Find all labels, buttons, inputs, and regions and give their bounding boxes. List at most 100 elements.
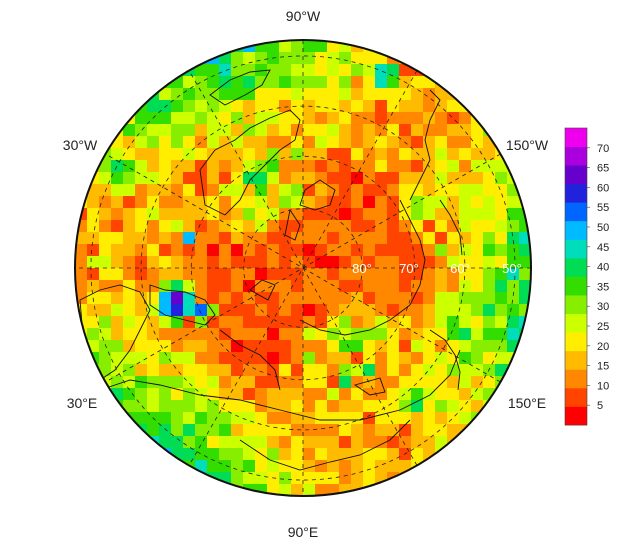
field-cell bbox=[411, 424, 424, 437]
field-cell bbox=[483, 64, 496, 77]
field-cell bbox=[423, 88, 436, 101]
field-cell bbox=[87, 76, 100, 89]
field-cell bbox=[75, 124, 88, 137]
field-cell bbox=[327, 196, 340, 209]
field-cell bbox=[411, 172, 424, 185]
field-cell bbox=[195, 376, 208, 389]
field-cell bbox=[339, 304, 352, 317]
field-cell bbox=[507, 376, 520, 389]
field-cell bbox=[243, 436, 256, 449]
field-cell bbox=[507, 448, 520, 461]
field-cell bbox=[255, 268, 268, 281]
colorbar-tick-label: 45 bbox=[597, 242, 609, 254]
field-cell bbox=[303, 40, 316, 53]
field-cell bbox=[351, 364, 364, 377]
field-cell bbox=[195, 112, 208, 125]
field-cell bbox=[75, 52, 88, 65]
field-cell bbox=[471, 292, 484, 305]
field-cell bbox=[459, 64, 472, 77]
field-cell bbox=[447, 304, 460, 317]
field-cell bbox=[111, 88, 124, 101]
field-cell bbox=[87, 436, 100, 449]
field-cell bbox=[351, 328, 364, 341]
field-cell bbox=[303, 424, 316, 437]
field-cell bbox=[87, 376, 100, 389]
field-cell bbox=[243, 64, 256, 77]
field-cell bbox=[183, 160, 196, 173]
field-cell bbox=[387, 124, 400, 137]
field-cell bbox=[123, 52, 136, 65]
field-cell bbox=[351, 448, 364, 461]
field-cell bbox=[399, 292, 412, 305]
field-cell bbox=[267, 184, 280, 197]
field-cell bbox=[279, 436, 292, 449]
field-cell bbox=[315, 460, 328, 473]
field-cell bbox=[339, 160, 352, 173]
field-cell bbox=[207, 112, 220, 125]
field-cell bbox=[147, 136, 160, 149]
field-cell bbox=[471, 196, 484, 209]
field-cell bbox=[231, 256, 244, 269]
field-cell bbox=[159, 52, 172, 65]
field-cell bbox=[495, 424, 508, 437]
field-cell bbox=[195, 64, 208, 77]
field-cell bbox=[507, 64, 520, 77]
field-cell bbox=[423, 328, 436, 341]
field-cell bbox=[219, 460, 232, 473]
field-cell bbox=[183, 388, 196, 401]
field-cell bbox=[435, 160, 448, 173]
field-cell bbox=[399, 172, 412, 185]
field-cell bbox=[363, 172, 376, 185]
field-cell bbox=[423, 256, 436, 269]
field-cell bbox=[375, 352, 388, 365]
field-cell bbox=[279, 292, 292, 305]
field-cell bbox=[519, 268, 531, 281]
field-cell bbox=[207, 376, 220, 389]
field-cell bbox=[519, 448, 531, 461]
field-cell bbox=[315, 136, 328, 149]
field-cell bbox=[435, 292, 448, 305]
field-cell bbox=[159, 268, 172, 281]
field-cell bbox=[183, 148, 196, 161]
field-cell bbox=[315, 52, 328, 65]
field-cell bbox=[207, 340, 220, 353]
field-cell bbox=[363, 88, 376, 101]
field-cell bbox=[183, 172, 196, 185]
field-cell bbox=[375, 364, 388, 377]
field-cell bbox=[279, 460, 292, 473]
field-cell bbox=[447, 148, 460, 161]
field-cell bbox=[207, 268, 220, 281]
field-cell bbox=[255, 472, 268, 485]
field-cell bbox=[495, 112, 508, 125]
field-cell bbox=[423, 484, 436, 496]
field-cell bbox=[483, 232, 496, 245]
field-cell bbox=[303, 484, 316, 496]
field-cell bbox=[459, 400, 472, 413]
field-cell bbox=[279, 244, 292, 257]
field-cell bbox=[75, 460, 88, 473]
field-cell bbox=[387, 256, 400, 269]
graticule bbox=[75, 40, 531, 496]
field-cell bbox=[267, 424, 280, 437]
field-cell bbox=[459, 208, 472, 221]
field-cell bbox=[279, 424, 292, 437]
field-cell bbox=[135, 484, 148, 496]
field-cell bbox=[99, 232, 112, 245]
field-cell bbox=[159, 196, 172, 209]
field-cell bbox=[87, 328, 100, 341]
field-cell bbox=[303, 460, 316, 473]
field-cell bbox=[267, 208, 280, 221]
field-cell bbox=[387, 148, 400, 161]
field-cell bbox=[279, 280, 292, 293]
field-cell bbox=[375, 292, 388, 305]
field-cell bbox=[315, 244, 328, 257]
field-cell bbox=[315, 280, 328, 293]
field-cell bbox=[183, 376, 196, 389]
field-cell bbox=[219, 304, 232, 317]
field-cell bbox=[495, 292, 508, 305]
field-cell bbox=[75, 364, 88, 377]
field-cell bbox=[399, 364, 412, 377]
field-cell bbox=[135, 400, 148, 413]
field-cell bbox=[147, 232, 160, 245]
field-cell bbox=[435, 352, 448, 365]
